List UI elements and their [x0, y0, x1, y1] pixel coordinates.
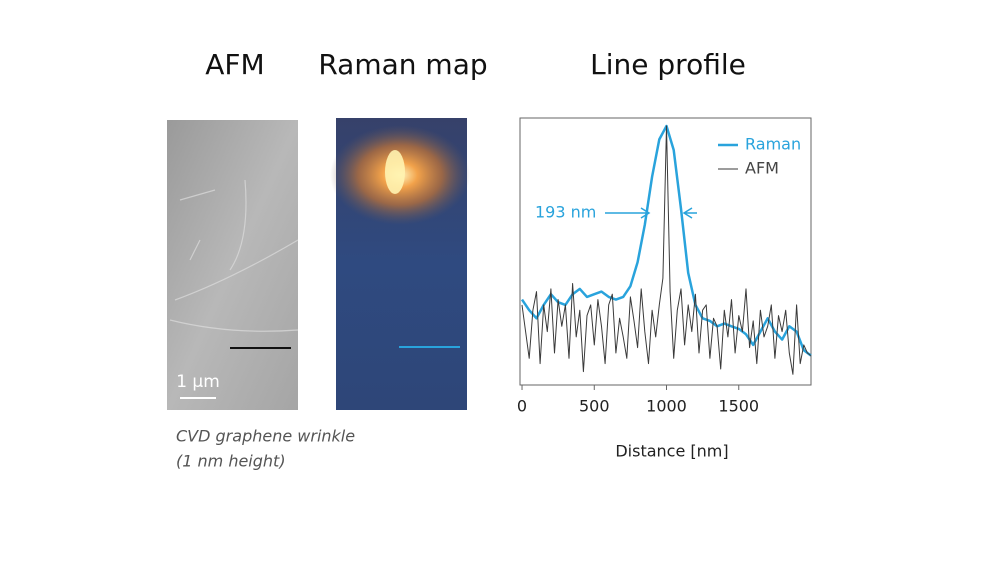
- panel-title: Line profile: [590, 48, 746, 81]
- legend-label: AFM: [745, 159, 779, 178]
- legend-label: Raman: [745, 135, 801, 154]
- x-tick-label: 0: [517, 397, 527, 416]
- panel-title: AFM: [205, 48, 264, 81]
- plot-frame: [519, 117, 812, 386]
- annotation: 193 nm: [535, 203, 596, 222]
- afm-texture: [169, 179, 299, 332]
- x-axis-label: Distance [nm]: [615, 442, 728, 461]
- x-tick-label: 1500: [718, 397, 759, 416]
- annotation-arrow: [682, 207, 697, 219]
- annotation-arrow: [605, 207, 651, 219]
- x-tick-label: 500: [579, 397, 610, 416]
- caption: (1 nm height): [176, 452, 286, 471]
- x-tick-label: 1000: [646, 397, 687, 416]
- panel-title: Raman map: [318, 48, 487, 81]
- caption: CVD graphene wrinkle: [176, 427, 355, 446]
- raman-peak: [385, 150, 405, 194]
- scale-label: 1 µm: [176, 372, 220, 392]
- series-line: [521, 125, 812, 375]
